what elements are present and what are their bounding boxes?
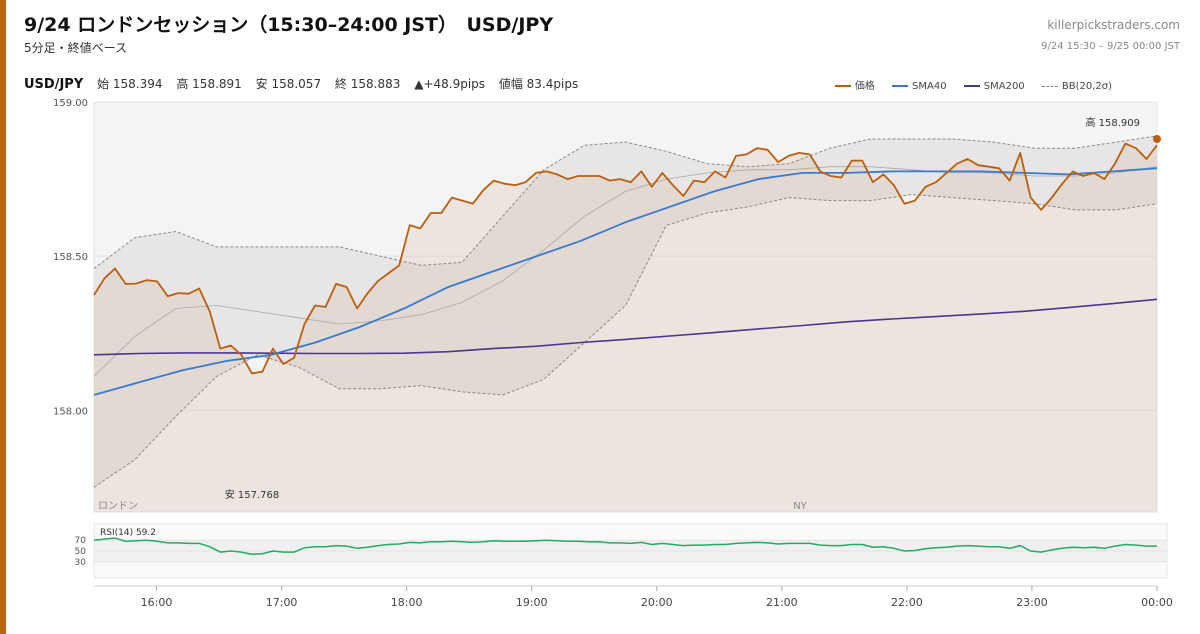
price-line bbox=[93, 142, 1158, 375]
chart-legend: 価格 SMA40 SMA200 BB(20,2σ) bbox=[821, 77, 1112, 92]
legend-swatch-bb bbox=[1041, 85, 1058, 87]
rsi-tick-label: 30 bbox=[75, 558, 87, 568]
ohlc-summary: USD/JPY 始 158.394 高 158.891 安 158.057 終 … bbox=[24, 75, 588, 92]
session-label-london: ロンドン bbox=[98, 501, 138, 512]
x-tick-label: 22:00 bbox=[891, 596, 923, 609]
legend-item-bb: BB(20,2σ) bbox=[1041, 81, 1112, 92]
x-tick-label: 20:00 bbox=[641, 596, 673, 609]
y-tick-label: 158.50 bbox=[53, 252, 88, 263]
legend-swatch-sma200 bbox=[963, 85, 980, 87]
legend-item-sma40: SMA40 bbox=[892, 81, 947, 92]
x-tick-label: 16:00 bbox=[141, 596, 173, 609]
x-tick-label: 23:00 bbox=[1016, 596, 1048, 609]
bollinger-upper-line bbox=[93, 135, 1158, 269]
low-value: 安 158.057 bbox=[255, 77, 322, 91]
x-tick-label: 21:00 bbox=[766, 596, 798, 609]
session-label-ny: NY bbox=[793, 501, 807, 512]
bollinger-lower-line bbox=[93, 193, 1158, 488]
bollinger-middle-line bbox=[93, 166, 1158, 377]
low-annotation: 安 157.768 bbox=[225, 488, 280, 501]
price-area-fill bbox=[94, 143, 1157, 512]
site-name: killerpickstraders.com bbox=[1047, 18, 1180, 32]
y-tick-label: 159.00 bbox=[53, 98, 88, 109]
page-subtitle: 5分足・終値ベース bbox=[24, 41, 128, 55]
y-tick-label: 158.00 bbox=[53, 406, 88, 417]
legend-label-bb: BB(20,2σ) bbox=[1061, 81, 1112, 92]
high-annotation: 高 158.909 bbox=[1085, 116, 1140, 129]
legend-label-sma40: SMA40 bbox=[912, 81, 947, 92]
open-value: 始 158.394 bbox=[97, 77, 163, 91]
legend-label-price: 価格 bbox=[854, 81, 875, 92]
close-value: 終 158.883 bbox=[334, 77, 401, 91]
rsi-tick-label: 70 bbox=[75, 536, 87, 546]
legend-item-price: 価格 bbox=[834, 77, 875, 92]
date-range: 9/24 15:30 – 9/25 00:00 JST bbox=[1041, 41, 1180, 52]
range-width-value: 値幅 83.4pips bbox=[498, 77, 579, 91]
rsi-label: RSI(14) 59.2 bbox=[100, 528, 156, 538]
symbol-label: USD/JPY bbox=[24, 77, 84, 92]
high-value: 高 158.891 bbox=[176, 77, 242, 91]
bollinger-band-fill bbox=[94, 135, 1157, 488]
legend-item-sma200: SMA200 bbox=[963, 81, 1025, 92]
rsi-line bbox=[93, 537, 1157, 555]
accent-bar bbox=[0, 0, 6, 634]
legend-swatch-sma40 bbox=[892, 85, 909, 87]
rsi-tick-label: 50 bbox=[75, 547, 87, 557]
legend-swatch-price bbox=[834, 85, 851, 87]
x-tick-label: 00:00 bbox=[1141, 596, 1173, 609]
sma40-line bbox=[93, 167, 1158, 396]
change-value: ▲+48.9pips bbox=[414, 77, 486, 91]
x-tick-label: 18:00 bbox=[391, 596, 423, 609]
page-title: 9/24 ロンドンセッション（15:30–24:00 JST） USD/JPY bbox=[24, 14, 554, 36]
x-tick-label: 17:00 bbox=[266, 596, 298, 609]
x-tick-label: 19:00 bbox=[516, 596, 548, 609]
last-price-marker bbox=[1153, 134, 1161, 143]
legend-label-sma200: SMA200 bbox=[983, 81, 1025, 92]
